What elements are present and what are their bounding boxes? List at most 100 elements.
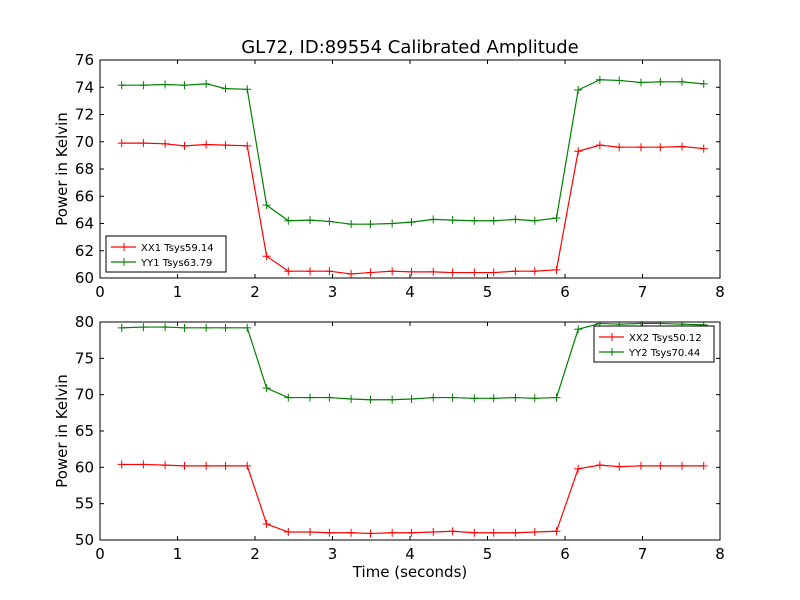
x-tick-label: 5	[483, 545, 493, 563]
data-point	[325, 267, 334, 276]
data-point	[180, 461, 189, 470]
data-point	[243, 461, 252, 470]
data-point	[347, 220, 356, 229]
y-tick-label: 60	[75, 458, 94, 476]
data-point	[511, 528, 520, 537]
legend-marker	[120, 258, 128, 266]
y-tick-label: 75	[75, 349, 94, 367]
data-point	[139, 139, 148, 148]
data-point	[262, 520, 271, 529]
x-tick-label: 6	[560, 545, 570, 563]
data-point	[678, 461, 687, 470]
chart-title: GL72, ID:89554 Calibrated Amplitude	[241, 37, 579, 58]
data-point	[243, 85, 252, 94]
data-point	[202, 79, 211, 88]
data-point	[306, 393, 315, 402]
data-point	[180, 141, 189, 150]
data-point	[511, 215, 520, 224]
x-axis-label: Time (seconds)	[352, 563, 468, 581]
data-point	[388, 219, 397, 228]
data-point	[615, 462, 624, 471]
data-point	[530, 216, 539, 225]
data-point	[388, 267, 397, 276]
data-point	[407, 218, 416, 227]
legend: XX1 Tsys59.14 YY1 Tsys63.79	[105, 235, 227, 273]
data-point	[552, 527, 561, 536]
data-point	[243, 141, 252, 150]
y-tick-label: 70	[75, 386, 94, 404]
x-tick-label: 6	[560, 283, 570, 301]
data-point	[448, 216, 457, 225]
series-group	[117, 75, 708, 278]
data-point	[636, 461, 645, 470]
data-point	[574, 85, 583, 94]
x-tick-label: 8	[715, 545, 725, 563]
y-axis-label: Power in Kelvin	[53, 374, 71, 488]
data-point	[407, 267, 416, 276]
data-point	[161, 80, 170, 89]
x-tick-label: 3	[328, 545, 338, 563]
data-point	[678, 142, 687, 151]
legend-marker	[608, 333, 616, 341]
plot-frame	[99, 59, 721, 279]
data-point	[347, 395, 356, 404]
data-point	[530, 394, 539, 403]
data-point	[161, 461, 170, 470]
data-point	[407, 528, 416, 537]
x-tick-label: 8	[715, 283, 725, 301]
data-point	[552, 214, 561, 223]
data-point	[511, 267, 520, 276]
data-point	[117, 81, 126, 90]
x-tick-label: 1	[173, 283, 183, 301]
x-tick-label: 4	[405, 283, 415, 301]
data-point	[511, 393, 520, 402]
y-tick-label: 64	[75, 215, 94, 233]
data-point	[117, 139, 126, 148]
data-point	[306, 267, 315, 276]
data-point	[139, 323, 148, 332]
data-point	[636, 78, 645, 87]
data-point	[221, 141, 230, 150]
x-tick-label: 4	[405, 545, 415, 563]
data-point	[388, 528, 397, 537]
y-tick-label: 60	[75, 269, 94, 287]
data-point	[180, 323, 189, 332]
data-point	[574, 464, 583, 473]
data-point	[656, 461, 665, 470]
y-tick-label: 74	[75, 78, 94, 96]
data-point	[489, 394, 498, 403]
x-tick-label: 5	[483, 283, 493, 301]
data-point	[448, 527, 457, 536]
data-point	[366, 529, 375, 538]
data-point	[448, 268, 457, 277]
data-point	[489, 528, 498, 537]
data-point	[595, 141, 604, 150]
x-tick-label: 7	[638, 545, 648, 563]
x-tick-label: 0	[95, 545, 105, 563]
x-tick-label: 1	[173, 545, 183, 563]
data-point	[429, 393, 438, 402]
data-point	[243, 323, 252, 332]
series-group	[117, 322, 708, 538]
series-line-2	[121, 79, 704, 225]
x-tick-label: 0	[95, 283, 105, 301]
x-tick-label: 2	[250, 283, 260, 301]
data-point	[284, 267, 293, 276]
legend-box	[105, 235, 227, 273]
data-point	[595, 75, 604, 84]
y-axis-label: Power in Kelvin	[53, 112, 71, 226]
legend-marker	[120, 243, 128, 251]
data-point	[636, 143, 645, 152]
data-point	[470, 528, 479, 537]
data-point	[530, 267, 539, 276]
data-point	[221, 323, 230, 332]
y-tick-label: 66	[75, 187, 94, 205]
legend-label: XX1 Tsys59.14	[141, 243, 214, 254]
data-point	[429, 528, 438, 537]
data-point	[117, 323, 126, 332]
data-point	[552, 393, 561, 402]
x-tick-label: 2	[250, 545, 260, 563]
data-point	[325, 393, 334, 402]
y-tick-label: 80	[75, 313, 94, 331]
y-tick-label: 68	[75, 160, 94, 178]
